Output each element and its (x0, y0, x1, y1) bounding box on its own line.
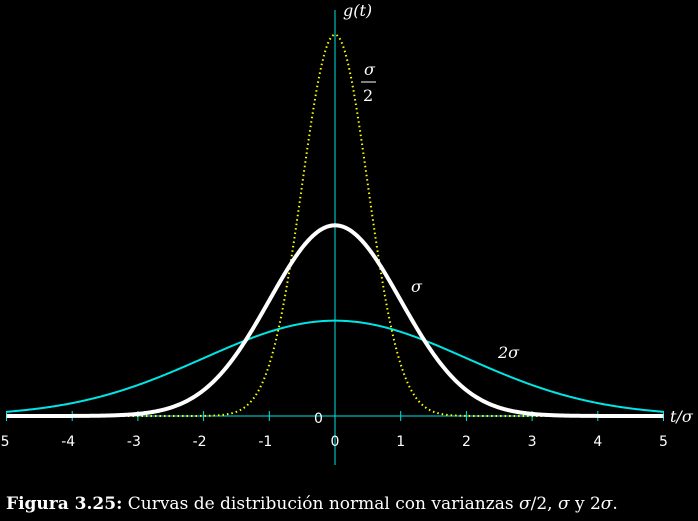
x-tick-label: -1 (258, 434, 272, 450)
x-tick-label: -5 (0, 434, 9, 450)
caption-sym-1: σ (518, 494, 531, 514)
origin-label: 0 (314, 411, 323, 427)
caption-label: Figura 3.25: (6, 494, 123, 514)
half-sigma-denominator: 2 (363, 86, 373, 105)
series-label-two-sigma: 2σ (497, 343, 520, 362)
caption-text-1: Curvas de distribución normal con varian… (122, 494, 519, 514)
series-label-sigma: σ (411, 277, 423, 296)
x-tick-label: 3 (528, 434, 537, 450)
caption-sym-2: σ (557, 494, 570, 514)
caption-text-4: . (612, 494, 618, 514)
x-tick-label: -4 (61, 434, 75, 450)
figure-caption: Figura 3.25: Curvas de distribución norm… (6, 494, 618, 514)
y-axis-label: g(t) (343, 1, 372, 20)
x-ticks: -5 -4 -3 -2 -1 0 1 2 3 4 5 (0, 411, 668, 450)
x-tick-label: 5 (659, 434, 668, 450)
caption-text-2: /2, (530, 494, 558, 514)
series-line-two-sigma (6, 319, 664, 413)
x-axis-label: t/σ (670, 407, 694, 426)
x-tick-label: -3 (127, 434, 141, 450)
caption-text-3: y 2 (569, 494, 601, 514)
curves (6, 33, 664, 418)
x-tick-label: 0 (331, 434, 340, 450)
axes (6, 10, 663, 465)
x-tick-label: 2 (462, 434, 471, 450)
caption-sym-3: σ (600, 494, 613, 514)
x-tick-label: 1 (396, 434, 405, 450)
series-line-sigma (6, 223, 664, 418)
half-sigma-numerator: σ (364, 60, 376, 79)
series-label-half-sigma: σ 2 (361, 60, 376, 105)
x-tick-label: -2 (193, 434, 207, 450)
x-tick-label: 4 (593, 434, 602, 450)
